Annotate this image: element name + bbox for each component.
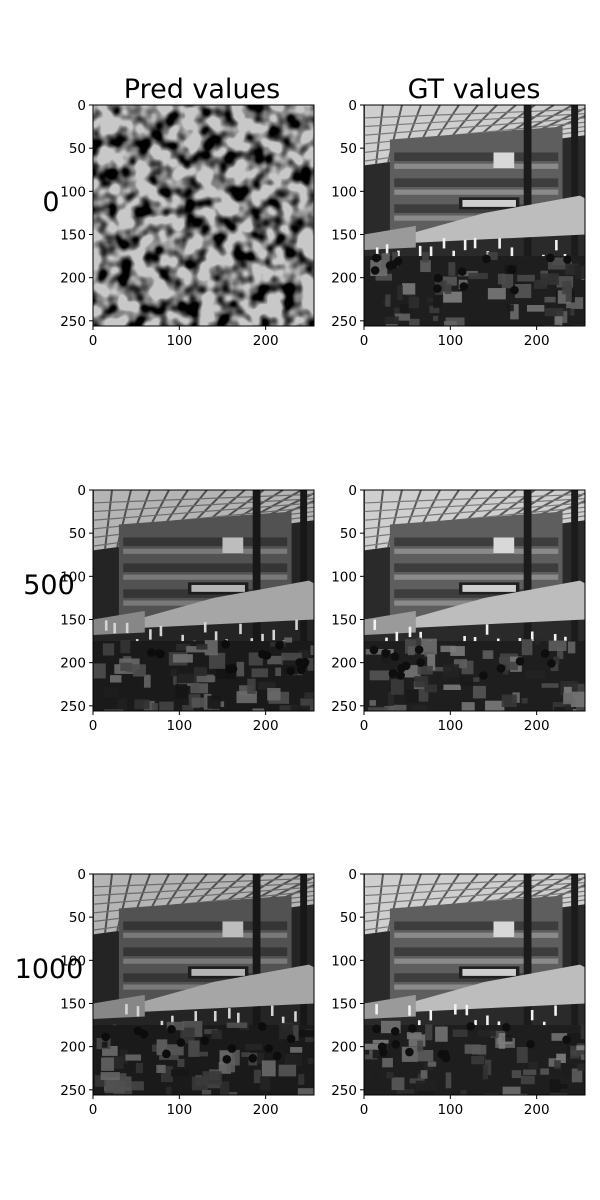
x-tick-label: 100: [166, 1102, 192, 1118]
y-tick-label: 150: [331, 227, 357, 243]
y-tick-label: 0: [348, 483, 357, 499]
y-tick-label: 200: [331, 1040, 357, 1056]
y-tick-label: 100: [331, 953, 357, 969]
x-tick-label: 100: [437, 1102, 463, 1118]
y-tick-label: 250: [331, 314, 357, 330]
y-tick-label: 250: [331, 1083, 357, 1099]
market-image: [364, 490, 585, 711]
y-tick-label: 200: [60, 271, 86, 287]
y-tick-label: 250: [60, 1083, 86, 1099]
market-image: [93, 874, 314, 1095]
axes-frame: [363, 104, 586, 327]
y-tick-label: 150: [60, 996, 86, 1012]
x-tick-label: 100: [166, 333, 192, 349]
y-tick-label: 250: [60, 314, 86, 330]
row-label-1000: 1000: [15, 954, 84, 985]
x-tick-label: 200: [253, 1102, 279, 1118]
y-tick-label: 0: [77, 483, 86, 499]
y-tick-label: 250: [331, 699, 357, 715]
market-image: [364, 105, 585, 326]
x-tick-label: 0: [89, 333, 98, 349]
y-tick-label: 100: [331, 184, 357, 200]
y-tick-label: 100: [60, 953, 86, 969]
y-tick-label: 150: [60, 227, 86, 243]
y-tick-label: 50: [340, 141, 357, 157]
y-tick-label: 50: [69, 910, 86, 926]
y-tick-label: 0: [348, 98, 357, 114]
y-tick-label: 0: [77, 98, 86, 114]
axes-frame: [92, 104, 315, 327]
row-label-0: 0: [42, 187, 59, 218]
x-tick-label: 200: [524, 333, 550, 349]
x-tick-label: 0: [360, 1102, 369, 1118]
y-tick-label: 50: [340, 526, 357, 542]
column-title-gt: GT values: [408, 74, 541, 105]
y-tick-label: 50: [69, 526, 86, 542]
y-tick-label: 0: [348, 867, 357, 883]
x-tick-label: 0: [89, 1102, 98, 1118]
axes-frame: [363, 489, 586, 712]
y-tick-label: 100: [60, 184, 86, 200]
x-tick-label: 0: [360, 718, 369, 734]
market-image: [364, 874, 585, 1095]
y-tick-label: 200: [60, 656, 86, 672]
x-tick-label: 200: [524, 718, 550, 734]
y-tick-label: 150: [60, 612, 86, 628]
x-tick-label: 200: [524, 1102, 550, 1118]
x-tick-label: 100: [166, 718, 192, 734]
y-tick-label: 200: [60, 1040, 86, 1056]
x-tick-label: 100: [437, 718, 463, 734]
x-tick-label: 0: [360, 333, 369, 349]
axes-frame: [92, 489, 315, 712]
noise-image: [93, 105, 314, 326]
y-tick-label: 100: [60, 569, 86, 585]
x-tick-label: 200: [253, 333, 279, 349]
y-tick-label: 250: [60, 699, 86, 715]
y-tick-label: 200: [331, 656, 357, 672]
row-label-500: 500: [23, 570, 75, 601]
column-title-pred: Pred values: [124, 74, 280, 105]
y-tick-label: 150: [331, 612, 357, 628]
y-tick-label: 200: [331, 271, 357, 287]
x-tick-label: 200: [253, 718, 279, 734]
market-image: [93, 490, 314, 711]
axes-frame: [363, 873, 586, 1096]
y-tick-label: 50: [69, 141, 86, 157]
x-tick-label: 0: [89, 718, 98, 734]
y-tick-label: 100: [331, 569, 357, 585]
axes-frame: [92, 873, 315, 1096]
x-tick-label: 100: [437, 333, 463, 349]
y-tick-label: 0: [77, 867, 86, 883]
y-tick-label: 50: [340, 910, 357, 926]
y-tick-label: 150: [331, 996, 357, 1012]
